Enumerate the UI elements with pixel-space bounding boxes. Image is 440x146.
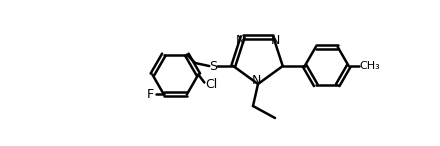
Text: N: N [251, 73, 260, 86]
Text: Cl: Cl [205, 78, 218, 91]
Text: N: N [271, 34, 280, 47]
Text: CH₃: CH₃ [360, 61, 381, 71]
Text: S: S [209, 60, 217, 73]
Text: F: F [147, 88, 154, 101]
Text: N: N [236, 34, 246, 47]
